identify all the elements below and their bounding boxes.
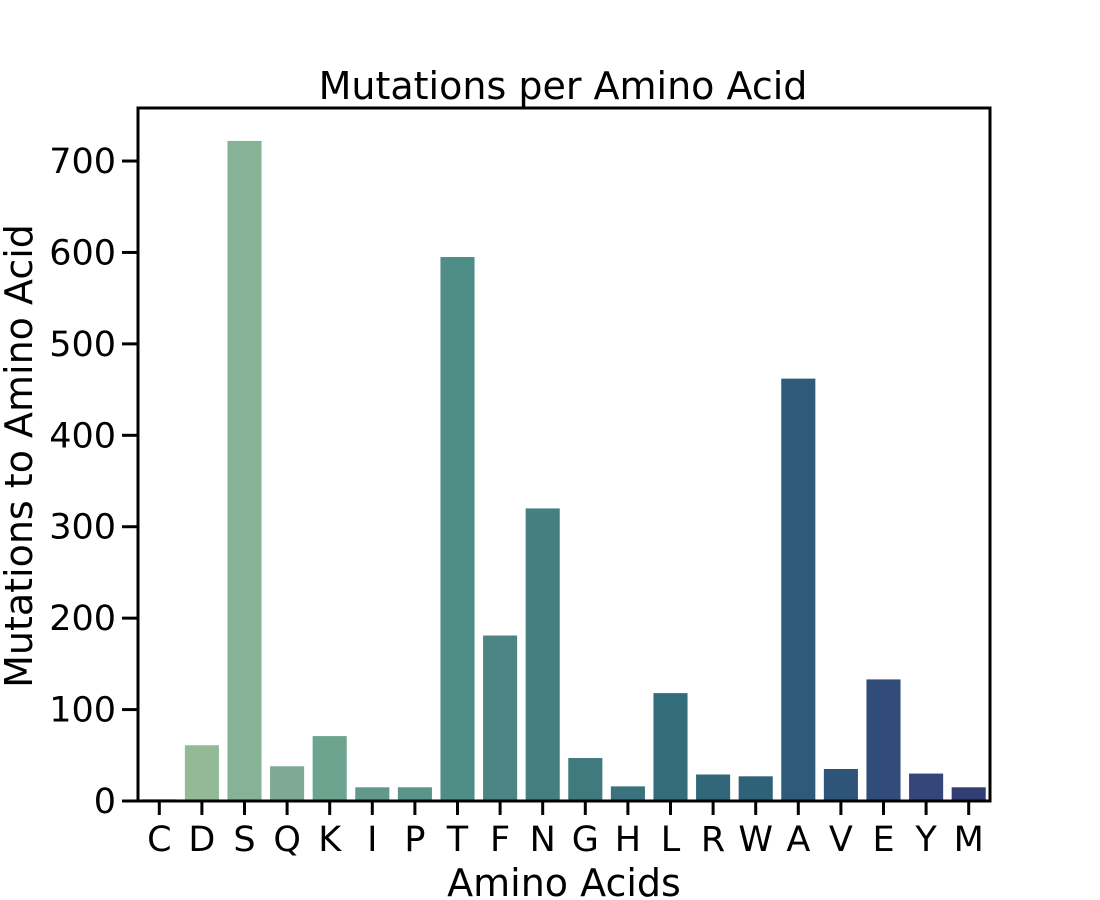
y-tick-label: 100 [49, 691, 116, 731]
x-tick-label: P [404, 820, 425, 860]
x-tick-label: M [954, 820, 984, 860]
bar-A [781, 378, 816, 801]
bar-F [483, 635, 518, 801]
x-tick-label: I [367, 820, 377, 860]
x-tick-label: L [661, 820, 681, 860]
y-axis: 0 100 200 300 400 500 600 700 [49, 142, 138, 822]
x-tick-label: S [233, 820, 255, 860]
bar-W [738, 776, 773, 801]
x-tick-label: N [530, 820, 556, 860]
x-tick-label: C [147, 820, 171, 860]
bar-I [355, 787, 390, 801]
x-axis-label: Amino Acids [447, 861, 681, 900]
bar-M [951, 787, 986, 801]
x-tick-label: W [738, 820, 773, 860]
x-tick-label: V [829, 820, 853, 860]
chart-title: Mutations per Amino Acid [319, 64, 808, 108]
bar-D [184, 745, 219, 801]
y-tick-label: 300 [49, 508, 116, 548]
bar-Q [270, 766, 305, 801]
bar-Y [909, 773, 944, 801]
y-tick-label: 700 [49, 142, 116, 182]
x-tick-label: A [786, 820, 810, 860]
y-tick-label: 200 [49, 599, 116, 639]
x-tick-label: Q [273, 820, 301, 860]
x-tick-label: K [318, 820, 342, 860]
x-tick-label: Y [914, 820, 937, 860]
x-tick-label: G [572, 820, 599, 860]
y-tick-label: 500 [49, 325, 116, 365]
x-tick-label: D [188, 820, 215, 860]
bar-E [866, 679, 901, 801]
bar-K [312, 736, 347, 801]
bar-G [568, 758, 603, 801]
x-tick-label: H [615, 820, 641, 860]
x-tick-label: E [872, 820, 894, 860]
plot-frame [136, 106, 992, 803]
bar-T [440, 257, 475, 801]
bar-R [696, 774, 731, 801]
bar-V [823, 769, 858, 801]
bar-L [653, 693, 688, 801]
bar-H [610, 786, 645, 801]
y-tick-label: 400 [49, 416, 116, 456]
x-tick-label: T [446, 820, 469, 860]
x-tick-label: R [701, 820, 725, 860]
bars-group [142, 140, 986, 801]
x-tick-label: F [490, 820, 510, 860]
y-tick-label: 0 [94, 782, 116, 822]
bar-S [227, 140, 262, 801]
bar-N [525, 508, 560, 801]
bar-P [397, 787, 432, 801]
y-axis-label: Mutations to Amino Acid [0, 224, 41, 688]
y-tick-label: 600 [49, 233, 116, 273]
